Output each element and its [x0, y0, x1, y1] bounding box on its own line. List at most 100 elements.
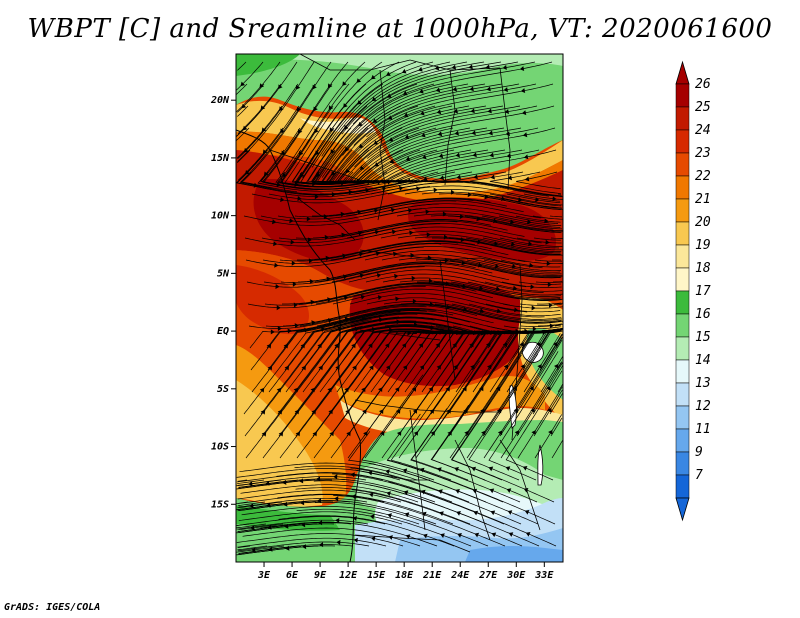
- colorbar-segment: [675, 129, 690, 154]
- streamline-arrowhead: [387, 115, 393, 120]
- streamline: [516, 361, 563, 437]
- streamline-arrowhead: [351, 494, 356, 500]
- streamline-arrowhead: [522, 132, 528, 138]
- streamline: [503, 325, 561, 330]
- streamline-arrowhead: [472, 152, 477, 158]
- streamline-arrowhead: [520, 364, 525, 369]
- streamline-arrowhead: [408, 208, 413, 213]
- colorbar-label: 23: [695, 146, 711, 161]
- colorbar-top-arrow: [675, 60, 690, 85]
- streamline-arrowhead: [342, 81, 347, 86]
- streamline-arrowhead: [518, 197, 523, 202]
- streamline-arrowhead: [444, 257, 449, 263]
- streamline-arrowhead: [376, 273, 382, 278]
- streamline-arrowhead: [327, 297, 332, 303]
- north-dark-green: [236, 54, 300, 76]
- lat-tick-label: 20N: [210, 95, 230, 106]
- streamline-arrowhead: [488, 466, 494, 472]
- streamline-arrowhead: [507, 329, 512, 335]
- streamline: [551, 439, 563, 459]
- streamline-arrowhead: [261, 431, 267, 437]
- streamline-arrowhead: [469, 86, 474, 92]
- streamline: [550, 417, 563, 437]
- streamline-arrowhead: [507, 510, 513, 515]
- streamline-arrowhead: [278, 84, 283, 90]
- lon-tick-label: 30E: [506, 570, 526, 581]
- colorbar-segment: [675, 267, 690, 292]
- streamline-arrowhead: [260, 105, 266, 110]
- streamline-arrowhead: [490, 174, 495, 180]
- streamline-arrowhead: [306, 216, 311, 222]
- streamline-arrowhead: [430, 431, 435, 436]
- colorbar-label: 22: [695, 169, 711, 184]
- streamline-arrowhead: [472, 330, 478, 336]
- streamline-arrowhead: [331, 192, 336, 197]
- streamline-arrowhead: [389, 158, 395, 164]
- streamline: [534, 414, 562, 459]
- streamline: [236, 83, 248, 95]
- streamline-arrowhead: [240, 81, 246, 87]
- streamline: [236, 105, 283, 159]
- streamline: [237, 489, 402, 503]
- streamline-arrowhead: [456, 330, 461, 335]
- streamline: [236, 545, 336, 556]
- streamline: [452, 171, 563, 198]
- colorbar-label: 17: [695, 284, 711, 299]
- streamline: [236, 516, 386, 526]
- streamline-arrowhead: [280, 128, 285, 134]
- streamline: [237, 479, 265, 484]
- colorbar-segment: [675, 336, 690, 361]
- streamline-arrowhead: [377, 295, 383, 300]
- streamline: [540, 193, 562, 197]
- streamline-arrowhead: [493, 241, 499, 246]
- streamline-arrowhead: [263, 171, 269, 177]
- streamline: [432, 237, 563, 256]
- streamline-arrowhead: [357, 100, 362, 105]
- streamline-arrowhead: [343, 103, 348, 108]
- streamline: [465, 237, 561, 254]
- lon-tick-label: 18E: [395, 570, 414, 581]
- streamline-arrowhead: [418, 66, 423, 72]
- streamline-arrowhead: [455, 152, 460, 158]
- streamline-arrowhead: [394, 273, 399, 279]
- streamline-arrowhead: [241, 103, 247, 109]
- streamline-arrowhead: [471, 130, 476, 136]
- streamline-arrowhead: [429, 409, 434, 414]
- streamline: [434, 303, 563, 323]
- colorbar-segment: [675, 428, 690, 453]
- streamline-arrowhead: [437, 131, 443, 137]
- streamline-arrowhead: [529, 386, 534, 391]
- streamline-arrowhead: [436, 364, 441, 370]
- colorbar-segment: [675, 359, 690, 384]
- streamline-arrowhead: [419, 88, 424, 94]
- streamline-arrowhead: [421, 132, 426, 138]
- streamline-arrowhead: [404, 134, 410, 140]
- streamline-arrowhead: [276, 305, 281, 311]
- streamline-arrowhead: [462, 386, 467, 392]
- streamline: [517, 386, 563, 459]
- streamline-arrowhead: [405, 534, 411, 539]
- streamline-arrowhead: [389, 327, 394, 333]
- streamline-arrowhead: [312, 84, 317, 90]
- streamline-arrowhead: [527, 219, 532, 225]
- streamline: [404, 189, 563, 206]
- colorbar-label: 19: [695, 238, 711, 253]
- streamline: [432, 259, 561, 279]
- streamline-arrowhead: [370, 514, 375, 520]
- streamline: [532, 365, 563, 415]
- colorbar-segment: [675, 175, 690, 200]
- streamline-arrowhead: [337, 326, 343, 332]
- streamline: [237, 476, 367, 486]
- streamline: [538, 330, 561, 349]
- streamline-arrowhead: [277, 409, 283, 415]
- streamline: [549, 393, 563, 415]
- streamline-arrowhead: [478, 262, 483, 268]
- streamline-arrowhead: [419, 365, 425, 370]
- streamline: [397, 234, 562, 252]
- streamline: [540, 356, 563, 393]
- streamline-arrowhead: [293, 387, 298, 393]
- streamline-arrowhead: [452, 342, 457, 348]
- streamline: [238, 479, 248, 482]
- streamline-arrowhead: [348, 189, 353, 195]
